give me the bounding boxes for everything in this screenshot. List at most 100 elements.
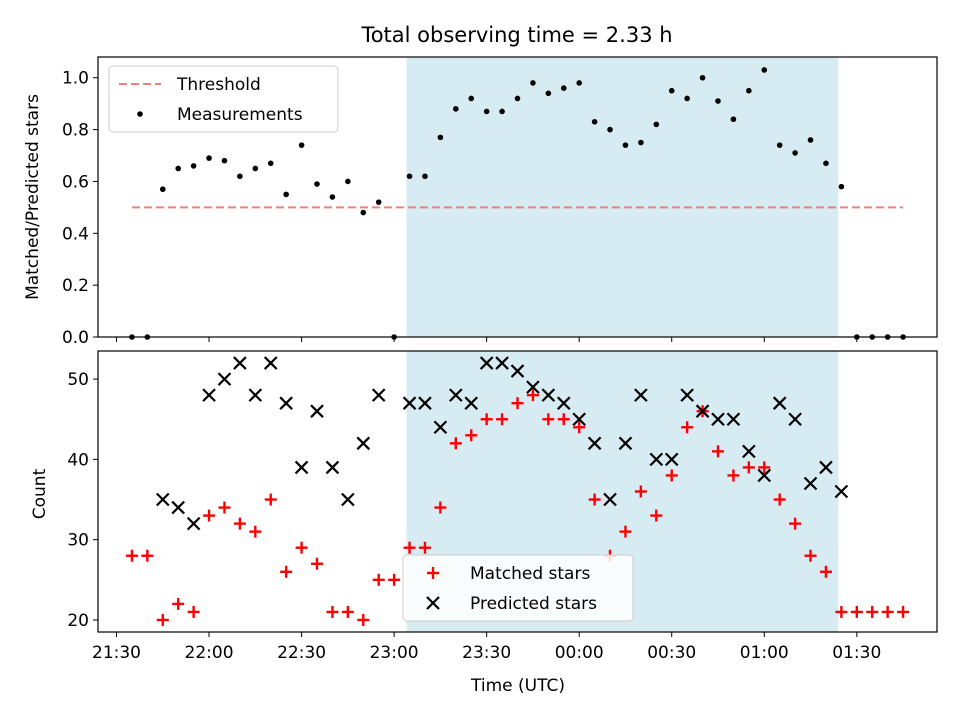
top-panel: 0.0 0.2 0.4 0.6 0.8 1.0 Total observing time … (23, 23, 938, 348)
measurement-point (360, 209, 367, 216)
measurement-point (622, 142, 629, 148)
measurement-point (653, 121, 660, 128)
matched-star-point (418, 541, 431, 554)
measurement-point (776, 142, 783, 148)
matched-star-point (172, 597, 185, 610)
legend-threshold-label: Threshold (176, 75, 261, 95)
predicted-star-point (310, 404, 324, 418)
matched-star-point (542, 413, 555, 426)
matched-star-point (341, 605, 354, 618)
measurement-point (453, 106, 459, 112)
matched-star-point (311, 557, 324, 570)
measurement-point (468, 95, 475, 102)
matched-star-point (819, 565, 832, 578)
matched-star-point (372, 573, 385, 586)
matched-star-point (789, 517, 802, 530)
matched-star-point (496, 413, 509, 426)
measurement-point (746, 87, 752, 94)
measurement-point (838, 183, 845, 190)
matched-star-point (773, 493, 786, 506)
bottom-panel: 20 30 40 50 21:30 22:00 22:30 23:00 23:30 00:00 0… (30, 350, 938, 696)
matched-star-point (357, 613, 370, 626)
measurement-point (175, 165, 181, 172)
x-tick-label: 00:00 (555, 643, 604, 663)
measurement-point (530, 80, 536, 86)
matched-star-point (203, 509, 216, 522)
predicted-star-point (834, 484, 849, 499)
matched-star-point (326, 605, 339, 618)
measurement-point (345, 178, 351, 185)
predicted-star-point (711, 412, 725, 427)
matched-star-point (218, 501, 231, 514)
matched-star-point (141, 549, 154, 562)
predicted-star-point (788, 412, 802, 427)
measurement-point (190, 163, 197, 169)
measurement-point (159, 186, 166, 193)
matched-star-point (665, 469, 678, 482)
predicted-star-point (803, 476, 818, 491)
measurement-point (545, 90, 552, 97)
x-tick-label: 23:00 (370, 643, 419, 663)
matched-star-point (280, 565, 293, 578)
predicted-star-point (603, 492, 617, 507)
matched-star-point (619, 525, 632, 538)
top-legend: Threshold Measurements (108, 65, 339, 133)
matched-star-point (727, 469, 740, 482)
matched-star-point (187, 605, 200, 618)
predicted-star-point (171, 500, 185, 515)
matched-star-point (758, 461, 771, 474)
matched-star-point (449, 437, 462, 450)
measurement-point (668, 87, 675, 94)
matched-star-point (403, 541, 416, 554)
y-tick-label: 20 (67, 611, 89, 631)
measurement-point (607, 126, 613, 133)
matched-star-point (588, 493, 601, 506)
measurement-point (483, 108, 490, 115)
y-tick-label: 0.2 (62, 276, 89, 296)
matched-star-point (835, 605, 848, 618)
y-tick-label: 0.4 (62, 224, 89, 244)
predicted-star-point (479, 356, 494, 370)
predicted-star-point (433, 420, 448, 435)
predicted-star-point (279, 396, 293, 410)
predicted-star-point (248, 388, 263, 402)
bottom-plot-frame (97, 350, 938, 633)
predicted-star-point (294, 460, 309, 475)
measurement-point (591, 119, 598, 125)
matched-star-point (681, 421, 694, 434)
measurement-point (406, 173, 413, 180)
predicted-star-point (325, 460, 340, 475)
x-axis-label: Time (UTC) (470, 676, 565, 696)
predicted-star-point (233, 356, 247, 370)
matched-star-point (264, 493, 277, 506)
predicted-star-point (556, 396, 571, 410)
legend-matched-swatch (427, 567, 439, 579)
top-plot-frame (97, 56, 938, 338)
predicted-star-point (680, 388, 694, 402)
measurement-point (375, 199, 382, 205)
y-tick-label: 50 (67, 370, 89, 390)
predicted-star-point (371, 388, 386, 402)
matched-star-point (866, 605, 879, 618)
measurement-point (283, 191, 289, 198)
x-tick-label: 22:30 (277, 643, 326, 663)
predicted-star-point (634, 388, 648, 402)
matched-star-point (156, 613, 169, 626)
top-y-axis-label: Matched/Predicted stars (23, 94, 43, 300)
predicted-star-point (449, 388, 463, 402)
matched-star-point (634, 485, 647, 498)
predicted-star-point (402, 396, 417, 410)
measurement-point (298, 142, 305, 148)
measurement-point (684, 95, 690, 102)
y-tick-label: 0.6 (62, 172, 89, 192)
predicted-star-point (649, 452, 664, 467)
predicted-star-point (742, 444, 756, 459)
predicted-star-point (464, 396, 479, 410)
x-tick-label: 01:00 (740, 643, 789, 663)
matched-star-point (249, 525, 262, 538)
predicted-star-point (819, 460, 833, 475)
top-x-axis-ticks (116, 337, 858, 342)
predicted-star-point (572, 412, 586, 427)
measurements-series (129, 67, 906, 340)
predicted-star-point (356, 436, 371, 451)
